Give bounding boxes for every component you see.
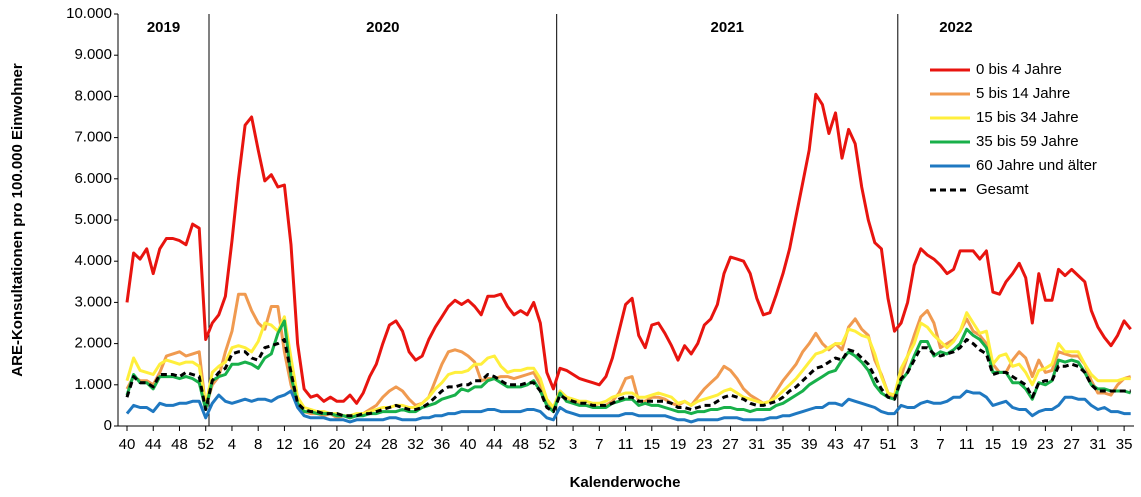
x-tick-label: 44 (486, 436, 503, 453)
y-tick-label: 10.000 (66, 5, 112, 22)
legend-label: 35 bis 59 Jahre (976, 133, 1079, 150)
x-tick-label: 48 (512, 436, 529, 453)
legend-label: 0 bis 4 Jahre (976, 61, 1062, 78)
x-tick-label: 27 (722, 436, 739, 453)
y-tick-label: 6.000 (74, 170, 112, 187)
year-label: 2021 (711, 19, 744, 36)
x-tick-label: 35 (1116, 436, 1133, 453)
y-tick-label: 4.000 (74, 252, 112, 269)
legend-label: 15 bis 34 Jahre (976, 109, 1079, 126)
y-tick-label: 8.000 (74, 87, 112, 104)
x-tick-label: 19 (1011, 436, 1028, 453)
x-tick-label: 44 (145, 436, 162, 453)
x-tick-label: 52 (197, 436, 214, 453)
series-line (125, 311, 1131, 418)
legend-label: 60 Jahre und älter (976, 157, 1097, 174)
x-tick-label: 15 (643, 436, 660, 453)
y-tick-label: 0 (104, 417, 112, 434)
x-tick-label: 28 (381, 436, 398, 453)
x-tick-label: 23 (1037, 436, 1054, 453)
x-tick-label: 11 (618, 436, 634, 453)
x-tick-label: 31 (748, 436, 765, 453)
y-tick-label: 3.000 (74, 293, 112, 310)
series-line (125, 389, 1131, 424)
x-tick-label: 43 (827, 436, 844, 453)
series-line (125, 92, 1132, 405)
x-tick-label: 36 (434, 436, 451, 453)
x-tick-label: 4 (228, 436, 236, 453)
x-tick-label: 3 (910, 436, 918, 453)
x-tick-label: 15 (985, 436, 1002, 453)
x-tick-label: 35 (775, 436, 792, 453)
year-label: 2022 (939, 19, 972, 36)
x-tick-label: 20 (329, 436, 346, 453)
x-tick-label: 27 (1063, 436, 1080, 453)
y-axis-label: ARE-Konsultationen pro 100.000 Einwohner (9, 63, 26, 377)
x-tick-label: 32 (407, 436, 424, 453)
legend-label: 5 bis 14 Jahre (976, 85, 1070, 102)
y-tick-label: 5.000 (74, 211, 112, 228)
x-tick-label: 7 (595, 436, 603, 453)
x-tick-label: 40 (119, 436, 136, 453)
y-tick-label: 2.000 (74, 335, 112, 352)
x-tick-label: 48 (171, 436, 188, 453)
x-tick-label: 39 (801, 436, 818, 453)
year-label: 2019 (147, 19, 180, 36)
y-tick-label: 9.000 (74, 46, 112, 63)
x-tick-label: 19 (670, 436, 687, 453)
x-tick-label: 23 (696, 436, 713, 453)
x-tick-label: 8 (254, 436, 262, 453)
x-tick-label: 12 (276, 436, 293, 453)
legend-label: Gesamt (976, 181, 1029, 198)
x-tick-label: 24 (355, 436, 372, 453)
x-tick-label: 3 (569, 436, 577, 453)
x-tick-label: 11 (959, 436, 975, 453)
x-tick-label: 16 (302, 436, 319, 453)
y-tick-label: 1.000 (74, 376, 112, 393)
series-line (125, 338, 1131, 418)
x-tick-label: 7 (936, 436, 944, 453)
x-tick-label: 40 (460, 436, 477, 453)
x-tick-label: 31 (1090, 436, 1107, 453)
x-tick-label: 52 (538, 436, 555, 453)
y-tick-label: 7.000 (74, 129, 112, 146)
x-tick-label: 51 (880, 436, 897, 453)
x-tick-label: 47 (853, 436, 870, 453)
year-label: 2020 (366, 19, 399, 36)
x-axis-label: Kalenderwoche (570, 474, 681, 491)
